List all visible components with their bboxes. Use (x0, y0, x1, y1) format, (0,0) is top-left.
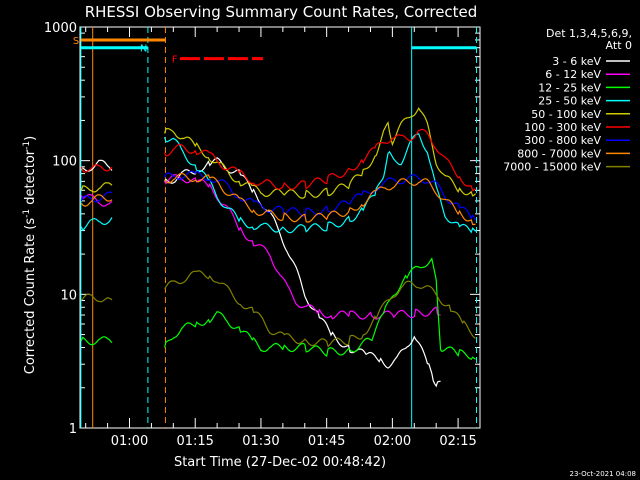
series-line-50-100-keV (164, 106, 477, 199)
legend-header-1: Det 1,3,4,5,6,9, (546, 27, 632, 40)
flag-label: S (73, 36, 79, 47)
x-tick-label: 01:00 (111, 434, 148, 449)
y-tick-label: 10 (60, 288, 77, 303)
legend-label: 3 - 6 keV (552, 55, 601, 68)
series-line-300-800-keV (80, 191, 113, 203)
plot-frame (79, 26, 481, 429)
series-line-25-50-keV (80, 217, 113, 232)
series-line-3-6-keV (80, 159, 113, 172)
legend-label: 300 - 800 keV (524, 134, 601, 147)
y-tick-label: 1 (69, 422, 77, 437)
legend-label: 12 - 25 keV (538, 81, 601, 94)
footer-timestamp: 23-Oct-2021 04:08 (570, 470, 636, 478)
series-line-100-300-keV (80, 164, 113, 173)
chart-title: RHESSI Observing Summary Count Rates, Co… (85, 3, 478, 21)
legend-label: 6 - 12 keV (545, 68, 601, 81)
y-axis-label: Corrected Count Rate (s-1 detector-1) (22, 136, 38, 374)
series-line-800-7000-keV (80, 194, 113, 207)
series-line-7000-15000-keV (164, 270, 476, 348)
series-line-7000-15000-keV (80, 293, 113, 303)
y-label-main: Corrected Count Rate (s (23, 218, 38, 375)
series-line-100-300-keV (164, 128, 476, 192)
x-tick-label: 02:15 (439, 434, 476, 449)
x-tick-label: 02:00 (374, 434, 411, 449)
series-group (80, 106, 477, 388)
legend-label: 100 - 300 keV (524, 121, 601, 134)
x-tick-label: 01:45 (308, 434, 345, 449)
y-label-end: ) (23, 136, 38, 141)
y-tick-label: 1000 (44, 21, 77, 36)
series-line-12-25-keV (80, 336, 113, 346)
series-line-25-50-keV (164, 133, 477, 234)
legend-header-2: Att 0 (606, 39, 632, 52)
y-tick-label: 100 (52, 155, 77, 170)
legend-label: 7000 - 15000 keV (503, 161, 601, 174)
x-tick-label: 01:15 (176, 434, 213, 449)
x-tick-label: 01:30 (242, 434, 279, 449)
plot-axes: 1 10 100 1000 01:00 01:15 01:30 01:45 02:00 02:15 (44, 21, 481, 449)
y-label-sup2: -1 (22, 141, 32, 150)
series-line-6-12-keV (164, 174, 441, 320)
series-line-12-25-keV (164, 257, 476, 361)
series-line-800-7000-keV (164, 172, 476, 226)
flag-bars: S N F (73, 36, 477, 66)
x-axis-label: Start Time (27-Dec-02 00:48:42) (174, 455, 386, 470)
attenuator-lines (80, 27, 477, 428)
y-label-sup1: -1 (22, 209, 32, 218)
legend-label: 25 - 50 keV (538, 95, 601, 108)
legend-label: 800 - 7000 keV (517, 147, 601, 160)
series-line-50-100-keV (80, 182, 113, 193)
series-line-3-6-keV (164, 157, 441, 388)
y-label-mid: detector (23, 149, 38, 209)
legend-label: 50 - 100 keV (531, 108, 601, 121)
flag-label: N (140, 44, 147, 55)
flag-label: F (172, 55, 178, 66)
